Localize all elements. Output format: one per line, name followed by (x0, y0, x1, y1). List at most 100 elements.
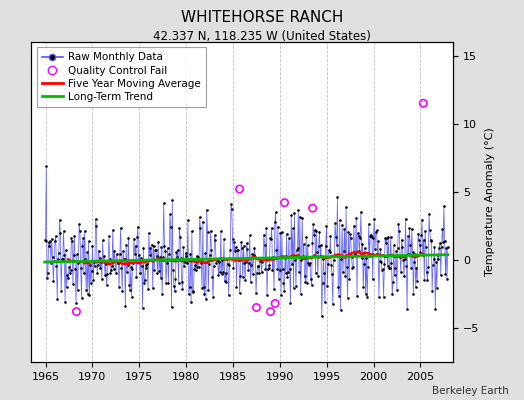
Point (197, 260, 205, 266)
Point (246, 232, 254, 238)
Point (100, 253, 108, 259)
Point (63, 272, 72, 278)
Point (433, 252, 442, 259)
Point (317, 242, 325, 248)
Point (203, 228, 212, 235)
Point (383, 235, 391, 242)
Point (79, 234, 88, 241)
Point (352, 214, 361, 221)
Point (230, 239, 238, 245)
Point (419, 100, 428, 106)
Point (113, 260, 122, 266)
Point (412, 264, 421, 271)
Point (259, 256, 267, 262)
Point (54, 256, 62, 262)
Point (376, 246, 385, 252)
Point (396, 254, 404, 260)
Point (363, 294, 372, 300)
Point (318, 312, 326, 319)
Point (172, 249, 180, 255)
Point (195, 264, 203, 271)
Point (343, 295, 352, 301)
Point (438, 225, 446, 232)
Point (355, 248, 364, 254)
Point (236, 273, 245, 280)
Point (384, 263, 392, 269)
Point (243, 240, 251, 246)
Point (399, 257, 407, 264)
Point (427, 238, 435, 244)
Point (400, 256, 409, 262)
Point (321, 299, 329, 306)
Point (192, 267, 200, 274)
Point (360, 261, 368, 268)
Point (333, 194, 342, 201)
Point (425, 211, 433, 218)
Point (376, 258, 384, 264)
Point (84, 238, 93, 244)
Point (59, 228, 68, 234)
Point (43, 275, 51, 282)
Point (312, 228, 321, 234)
Point (62, 284, 71, 291)
Point (313, 248, 321, 255)
Point (432, 258, 440, 265)
Point (354, 232, 363, 239)
Point (61, 299, 69, 305)
Point (306, 260, 314, 266)
Point (425, 227, 434, 233)
Point (270, 219, 279, 225)
Point (368, 234, 376, 241)
Point (210, 263, 218, 269)
Point (182, 253, 191, 260)
Point (132, 242, 140, 249)
Point (90, 259, 98, 265)
Point (281, 255, 289, 262)
Point (340, 248, 348, 254)
Point (311, 270, 320, 276)
Point (214, 272, 223, 278)
Point (195, 214, 204, 220)
Point (421, 228, 429, 234)
Point (169, 267, 177, 274)
Point (430, 243, 439, 250)
Point (224, 261, 232, 268)
Point (248, 250, 256, 257)
Point (211, 236, 220, 243)
Point (206, 252, 214, 258)
Point (276, 230, 285, 236)
Point (263, 292, 271, 298)
Point (203, 207, 211, 213)
Point (106, 270, 115, 276)
Point (311, 226, 319, 233)
Point (275, 276, 283, 282)
Point (41, 238, 50, 244)
Point (380, 261, 389, 267)
Point (128, 266, 137, 272)
Point (140, 280, 148, 286)
Point (265, 265, 273, 272)
Point (384, 234, 392, 240)
Point (133, 234, 141, 240)
Point (433, 284, 441, 291)
Point (303, 242, 312, 248)
Point (93, 270, 101, 276)
Point (265, 262, 274, 268)
Point (202, 296, 210, 302)
Point (125, 282, 134, 288)
Point (332, 242, 341, 248)
Point (208, 274, 216, 280)
Point (51, 238, 59, 245)
Point (354, 230, 362, 236)
Point (322, 222, 331, 229)
Point (158, 290, 166, 297)
Point (86, 280, 95, 287)
Point (199, 218, 207, 225)
Point (164, 279, 172, 286)
Point (319, 280, 327, 286)
Point (136, 270, 145, 276)
Point (187, 299, 195, 306)
Point (76, 228, 84, 234)
Point (116, 251, 124, 257)
Point (319, 256, 328, 262)
